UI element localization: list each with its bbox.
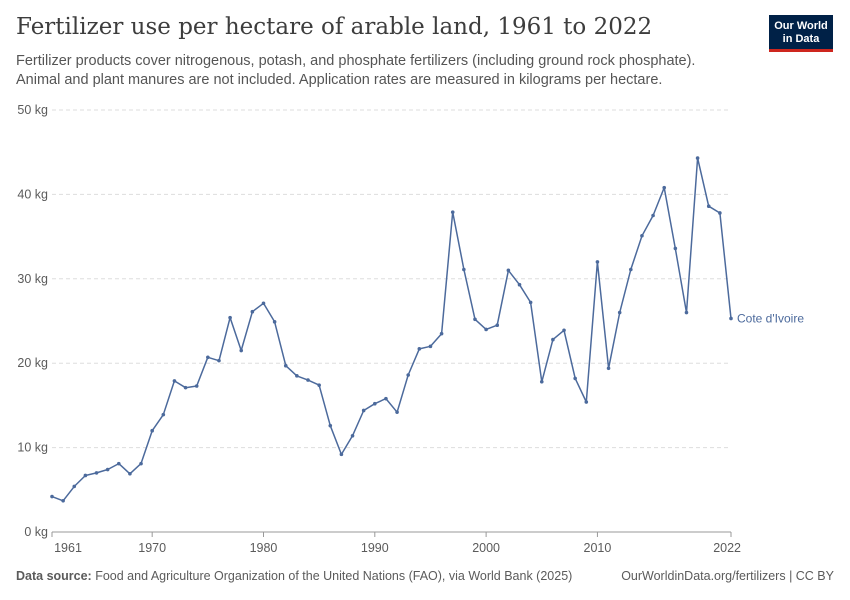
data-point [261, 301, 266, 306]
data-point [617, 310, 622, 315]
data-point [584, 400, 589, 404]
data-point [673, 246, 678, 251]
data-point [517, 282, 522, 287]
data-point [272, 320, 277, 324]
x-tick-label: 1980 [250, 541, 278, 555]
data-point [72, 484, 77, 489]
data-point [706, 204, 711, 209]
source-label: Data source: [16, 569, 92, 583]
data-point [695, 156, 700, 160]
x-tick-label: 2022 [713, 541, 741, 555]
data-point [651, 213, 655, 218]
data-point [606, 366, 611, 371]
data-point [640, 233, 644, 238]
x-tick-label: 1970 [138, 541, 166, 555]
data-point [350, 433, 355, 438]
data-point [384, 396, 388, 401]
data-point [105, 467, 110, 472]
data-point [139, 461, 143, 466]
data-point [439, 331, 444, 336]
data-point [172, 379, 177, 383]
data-point [462, 267, 466, 272]
line-chart: 0 kg 10 kg 20 kg 30 kg 40 kg 50 kg 1961 1970 198… [17, 103, 804, 555]
y-tick-label: 10 kg [17, 441, 48, 455]
data-point [161, 412, 166, 417]
owid-logo[interactable]: Our World in Data [769, 15, 833, 52]
series-label: Cote d'Ivoire [737, 311, 804, 325]
data-point [595, 260, 600, 264]
x-tick-label: 2010 [584, 541, 612, 555]
y-tick-label: 20 kg [17, 356, 48, 370]
y-tick-label: 50 kg [17, 103, 48, 117]
data-point [328, 423, 333, 428]
chart-subtitle: Fertilizer products cover nitrogenous, p… [16, 53, 696, 88]
data-point [361, 408, 366, 413]
x-tick-label: 1990 [361, 541, 389, 555]
data-point [417, 347, 422, 351]
data-point [217, 358, 221, 363]
data-point [473, 317, 477, 322]
data-point [206, 355, 210, 360]
data-point [539, 379, 544, 384]
data-point [684, 310, 689, 315]
x-tick-label: 2000 [472, 541, 500, 555]
data-point [573, 376, 577, 381]
data-point [506, 268, 511, 273]
footer-link[interactable]: OurWorldinData.org/fertilizers | CC BY [621, 569, 834, 583]
data-point [562, 328, 566, 333]
data-point [61, 498, 65, 503]
data-point [128, 471, 132, 476]
data-point [228, 315, 232, 320]
data-point [317, 383, 321, 387]
data-point [495, 323, 500, 328]
y-tick-label: 40 kg [17, 187, 48, 201]
data-point [194, 384, 199, 388]
series-line [51, 157, 732, 502]
data-point [283, 363, 288, 368]
data-point [150, 428, 154, 433]
data-point [250, 309, 255, 314]
data-point [306, 378, 310, 382]
logo-line-1: Our World [774, 20, 828, 32]
data-point [428, 344, 433, 349]
data-point [450, 210, 455, 214]
data-point [373, 401, 377, 406]
data-point [50, 494, 54, 499]
data-point [395, 410, 399, 414]
data-point [718, 211, 722, 215]
data-point [116, 461, 121, 466]
data-point [94, 471, 99, 475]
chart-title: Fertilizer use per hectare of arable lan… [16, 14, 653, 40]
data-point [183, 385, 188, 390]
logo-line-2: in Data [782, 32, 820, 45]
data-point [83, 473, 88, 478]
data-point [551, 337, 555, 342]
footer: Data source: Food and Agriculture Organi… [16, 569, 834, 583]
data-point [295, 374, 299, 378]
source-text: Food and Agriculture Organization of the… [95, 569, 573, 583]
data-point [662, 185, 667, 190]
data-point [406, 373, 410, 377]
data-point [528, 300, 533, 305]
data-point [484, 327, 488, 332]
data-point [339, 452, 344, 457]
x-tick-label: 1961 [54, 541, 82, 555]
y-tick-label: 30 kg [17, 272, 48, 286]
data-point [629, 267, 633, 272]
data-point [239, 348, 244, 353]
y-tick-label: 0 kg [24, 525, 48, 539]
data-point [729, 316, 733, 321]
